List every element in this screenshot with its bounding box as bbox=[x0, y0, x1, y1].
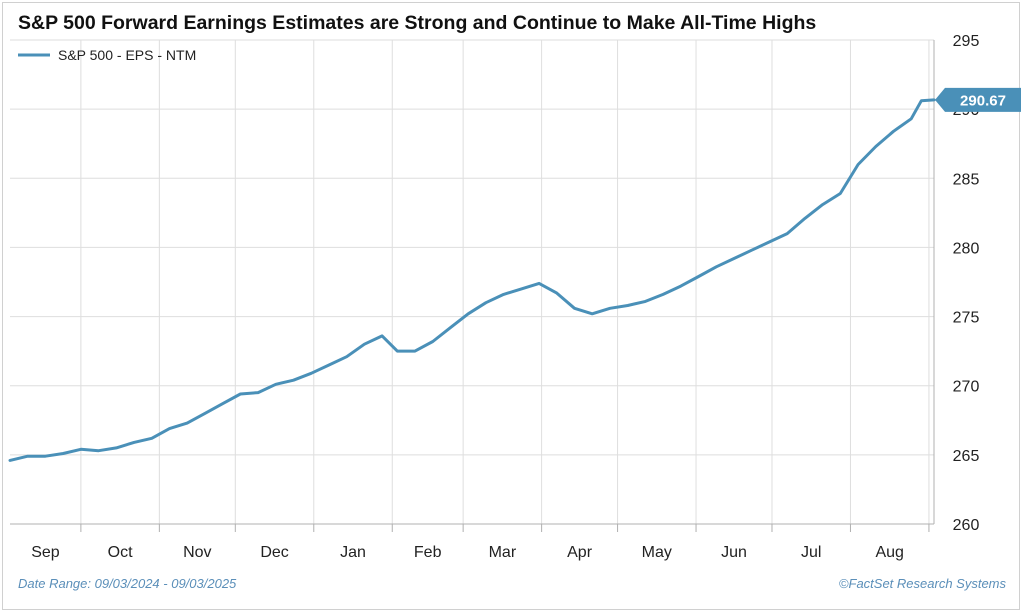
data-point bbox=[133, 441, 135, 444]
data-point bbox=[115, 447, 117, 449]
x-tick-label: Feb bbox=[414, 544, 442, 561]
data-point bbox=[768, 241, 771, 243]
data-point bbox=[822, 203, 824, 206]
data-point bbox=[381, 335, 383, 337]
series-line bbox=[8, 98, 936, 462]
data-point bbox=[920, 100, 922, 102]
x-grid bbox=[80, 40, 930, 532]
x-tick-label: Jan bbox=[340, 544, 366, 561]
data-point bbox=[573, 307, 576, 309]
data-point bbox=[892, 130, 895, 132]
data-point bbox=[414, 350, 416, 352]
data-point bbox=[485, 302, 487, 304]
last-value-badge-shape bbox=[935, 87, 1021, 112]
x-tick-label: Apr bbox=[567, 544, 593, 561]
x-tick-label: Mar bbox=[489, 544, 517, 561]
data-point bbox=[733, 257, 735, 260]
data-point bbox=[9, 459, 11, 461]
series-layer bbox=[8, 98, 936, 462]
data-point bbox=[751, 249, 753, 251]
x-tick-label: May bbox=[642, 544, 672, 561]
y-tick-label: 260 bbox=[953, 517, 980, 534]
data-point bbox=[933, 99, 935, 101]
data-point bbox=[62, 452, 64, 455]
data-point bbox=[503, 293, 505, 296]
y-tick-label: 265 bbox=[953, 448, 980, 465]
legend-label: S&P 500 - EPS - NTM bbox=[58, 47, 196, 63]
data-point bbox=[804, 217, 806, 219]
chart-title: S&P 500 Forward Earnings Estimates are S… bbox=[18, 12, 817, 34]
data-point bbox=[346, 356, 348, 358]
data-point bbox=[44, 455, 47, 457]
data-point bbox=[257, 392, 259, 394]
data-point bbox=[432, 340, 434, 343]
date-range-note: Date Range: 09/03/2024 - 09/03/2025 bbox=[18, 576, 237, 591]
data-point bbox=[556, 292, 558, 294]
data-point bbox=[697, 275, 700, 278]
data-point bbox=[662, 293, 664, 296]
y-tick-label: 280 bbox=[953, 240, 980, 257]
data-point bbox=[839, 192, 841, 195]
x-tick-label: Jun bbox=[721, 544, 747, 561]
plot-border bbox=[10, 40, 935, 525]
y-tick-label: 285 bbox=[953, 171, 980, 188]
data-point bbox=[715, 266, 717, 268]
data-point bbox=[538, 282, 540, 284]
data-point bbox=[168, 427, 171, 430]
data-point bbox=[875, 145, 877, 148]
data-point bbox=[27, 455, 29, 457]
data-point bbox=[80, 448, 82, 450]
x-tick-label: Oct bbox=[108, 544, 133, 561]
data-point bbox=[609, 307, 611, 309]
data-point bbox=[292, 379, 295, 381]
data-point bbox=[204, 412, 206, 414]
data-point bbox=[449, 327, 452, 329]
data-point bbox=[275, 383, 277, 385]
data-point bbox=[910, 118, 912, 120]
data-point bbox=[310, 372, 312, 374]
data-point bbox=[786, 233, 788, 235]
data-point bbox=[98, 450, 100, 452]
data-point bbox=[186, 422, 188, 424]
source-credit: ©FactSet Research Systems bbox=[838, 576, 1006, 591]
data-point bbox=[857, 163, 859, 166]
data-point bbox=[363, 343, 366, 345]
data-point bbox=[151, 437, 153, 439]
data-point bbox=[467, 313, 469, 315]
data-point bbox=[396, 350, 398, 352]
data-point bbox=[680, 285, 682, 287]
data-point bbox=[239, 393, 241, 395]
last-value-badge: 290.67 bbox=[935, 87, 1021, 112]
y-tick-label: 270 bbox=[953, 379, 980, 396]
data-point bbox=[328, 364, 330, 366]
last-value-label: 290.67 bbox=[960, 92, 1006, 109]
x-tick-label: Jul bbox=[801, 544, 821, 561]
data-point bbox=[222, 403, 224, 405]
data-point bbox=[644, 300, 647, 302]
x-tick-labels: Sep Oct Nov Dec Jan Feb Mar Apr May Jun Jul Aug bbox=[31, 544, 904, 561]
x-tick-label: Aug bbox=[875, 544, 903, 561]
x-tick-label: Dec bbox=[260, 544, 288, 561]
data-point bbox=[591, 313, 593, 315]
data-point bbox=[627, 304, 629, 307]
x-tick-label: Nov bbox=[183, 544, 211, 561]
y-tick-label: 295 bbox=[953, 33, 980, 50]
y-grid bbox=[10, 39, 934, 525]
data-point bbox=[520, 288, 522, 290]
legend: S&P 500 - EPS - NTM bbox=[18, 47, 196, 63]
x-tick-label: Sep bbox=[31, 544, 60, 561]
y-tick-label: 275 bbox=[953, 310, 980, 327]
